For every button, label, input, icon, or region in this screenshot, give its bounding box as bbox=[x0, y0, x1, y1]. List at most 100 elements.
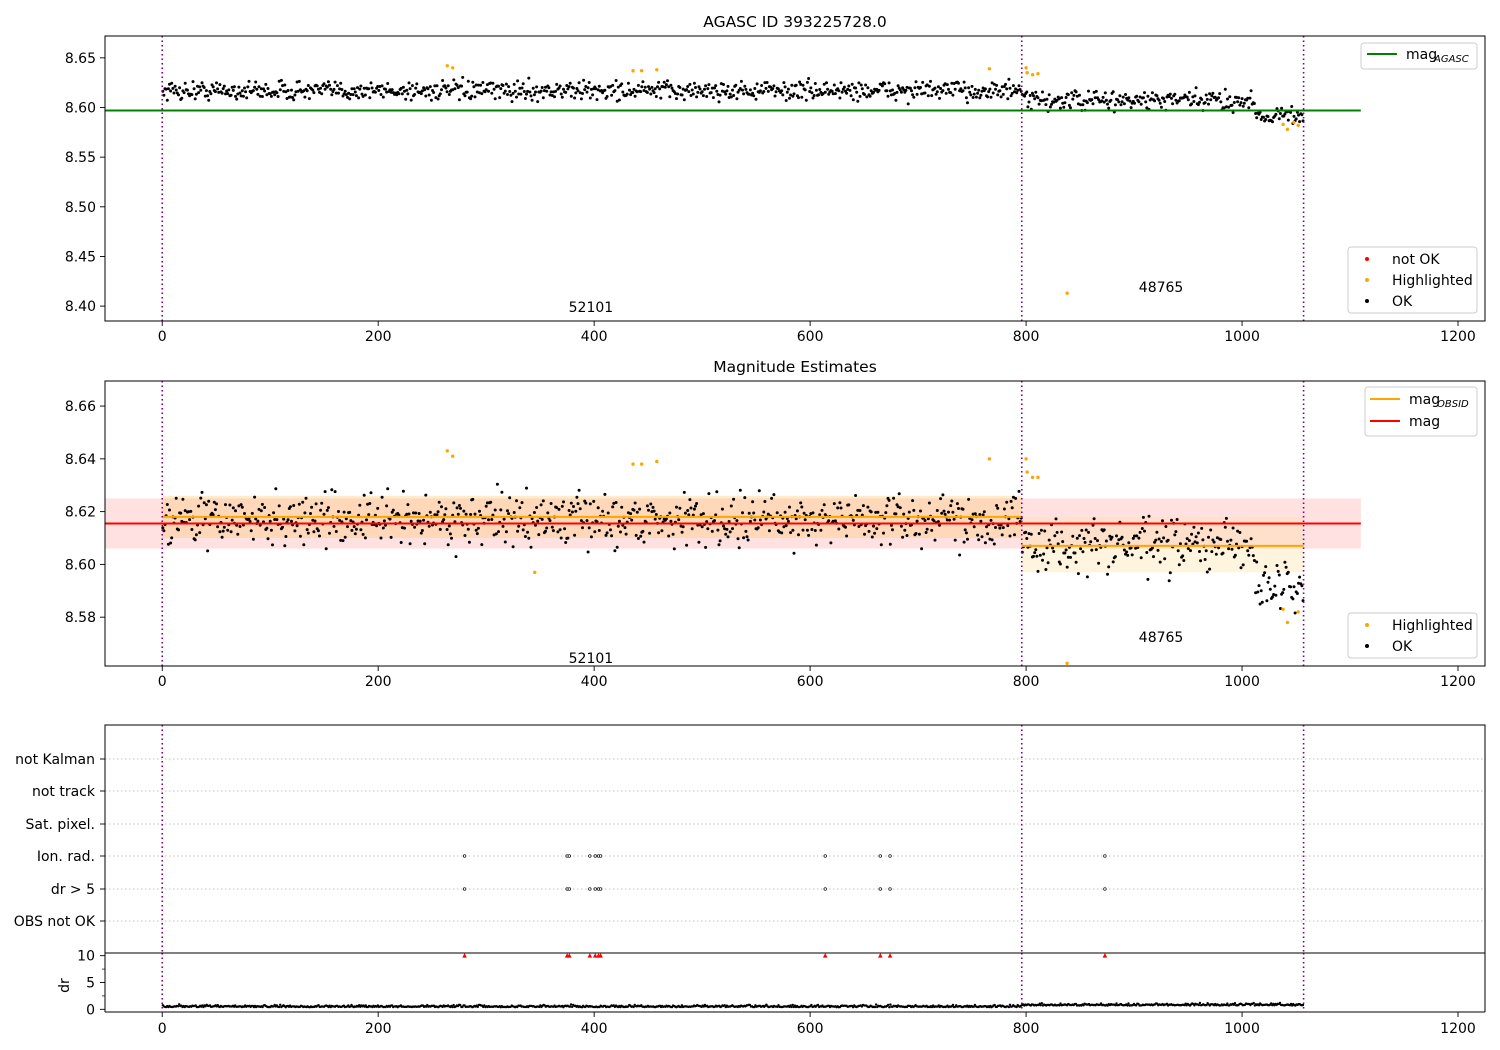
ok-point bbox=[652, 91, 656, 95]
ok-point bbox=[729, 504, 733, 508]
ok-point bbox=[1265, 599, 1269, 603]
ok-point bbox=[809, 86, 813, 90]
ok-point bbox=[799, 82, 803, 86]
ok-point bbox=[473, 95, 477, 99]
ok-point bbox=[1056, 542, 1060, 546]
ok-point bbox=[226, 528, 230, 532]
ok-point bbox=[376, 85, 380, 88]
ok-point bbox=[642, 540, 646, 544]
ok-point bbox=[690, 88, 694, 92]
ok-point bbox=[344, 517, 348, 521]
flag-row-label: not track bbox=[32, 784, 96, 800]
ok-point bbox=[1156, 548, 1160, 552]
ok-point bbox=[330, 488, 334, 492]
ok-point bbox=[517, 524, 521, 528]
ok-point bbox=[1155, 530, 1159, 534]
ok-point bbox=[169, 541, 173, 545]
ok-point bbox=[480, 92, 484, 96]
ok-point bbox=[709, 91, 713, 95]
ok-point bbox=[499, 87, 503, 91]
ok-point bbox=[404, 97, 408, 101]
ok-point bbox=[164, 87, 168, 91]
ok-point bbox=[498, 96, 502, 100]
flag-point bbox=[567, 887, 571, 891]
ok-point bbox=[927, 501, 931, 505]
ok-point bbox=[666, 79, 669, 83]
ok-point bbox=[610, 534, 614, 538]
x-tick-label: 1200 bbox=[1440, 674, 1476, 690]
ok-point bbox=[628, 88, 631, 92]
ok-point bbox=[870, 535, 874, 539]
ok-point bbox=[585, 519, 589, 523]
ok-point bbox=[258, 94, 262, 98]
ok-point bbox=[352, 87, 356, 91]
ok-point bbox=[534, 523, 537, 527]
ok-point bbox=[1066, 93, 1070, 97]
ok-point bbox=[183, 81, 187, 85]
highlighted-point bbox=[987, 67, 992, 71]
ok-point bbox=[243, 512, 246, 515]
ok-point bbox=[504, 530, 508, 534]
ok-point bbox=[636, 537, 640, 540]
ok-point bbox=[1200, 98, 1204, 101]
ok-point bbox=[427, 524, 431, 528]
ok-point bbox=[885, 89, 889, 93]
ok-point bbox=[1104, 98, 1108, 102]
flag-point bbox=[878, 854, 882, 858]
ok-point bbox=[456, 86, 460, 90]
ok-point bbox=[760, 84, 764, 87]
y-tick-label: 8.45 bbox=[65, 249, 96, 265]
ok-point bbox=[440, 88, 443, 92]
ok-point bbox=[419, 531, 423, 535]
ok-point bbox=[849, 94, 853, 98]
ok-point bbox=[312, 91, 316, 95]
ok-point bbox=[237, 504, 241, 508]
ok-point bbox=[251, 89, 255, 93]
ok-point bbox=[1147, 514, 1151, 518]
ok-point bbox=[1257, 584, 1261, 588]
ok-point bbox=[304, 496, 308, 500]
ok-point bbox=[525, 92, 528, 96]
ok-point bbox=[638, 507, 642, 511]
ok-point bbox=[1092, 517, 1096, 521]
ok-point bbox=[168, 508, 171, 512]
ok-point bbox=[762, 90, 766, 93]
ok-point bbox=[682, 98, 686, 102]
ok-point bbox=[497, 84, 500, 88]
dr-point bbox=[1301, 1003, 1305, 1007]
ok-point bbox=[1063, 551, 1067, 555]
highlighted-point bbox=[1036, 475, 1040, 480]
ok-point bbox=[859, 83, 863, 87]
ok-point bbox=[574, 509, 578, 513]
ok-point bbox=[322, 82, 326, 86]
ok-point bbox=[1101, 95, 1105, 99]
ok-point bbox=[1272, 593, 1276, 596]
ok-point bbox=[1159, 540, 1163, 543]
ok-point bbox=[302, 543, 306, 547]
ok-point bbox=[648, 531, 652, 535]
ok-point bbox=[700, 90, 704, 94]
y-tick-label: 8.62 bbox=[65, 505, 96, 521]
ok-point bbox=[266, 537, 270, 541]
ok-point bbox=[950, 81, 954, 85]
ok-point bbox=[1292, 114, 1296, 118]
ok-point bbox=[410, 84, 414, 88]
ok-point bbox=[1219, 538, 1223, 541]
ok-point bbox=[217, 90, 221, 94]
ok-point bbox=[839, 81, 843, 85]
ok-point bbox=[664, 517, 668, 521]
flag-point bbox=[588, 887, 592, 891]
ok-point bbox=[789, 93, 793, 97]
ok-point bbox=[648, 87, 652, 91]
ok-point bbox=[1192, 100, 1196, 103]
ok-point bbox=[945, 83, 949, 87]
ok-point bbox=[193, 97, 197, 101]
ok-point bbox=[951, 93, 955, 97]
ok-point bbox=[851, 98, 855, 102]
ok-point bbox=[735, 97, 739, 101]
ok-point bbox=[349, 93, 353, 96]
ok-point bbox=[1221, 551, 1225, 555]
dr-point bbox=[889, 1003, 892, 1006]
ok-point bbox=[399, 541, 403, 544]
